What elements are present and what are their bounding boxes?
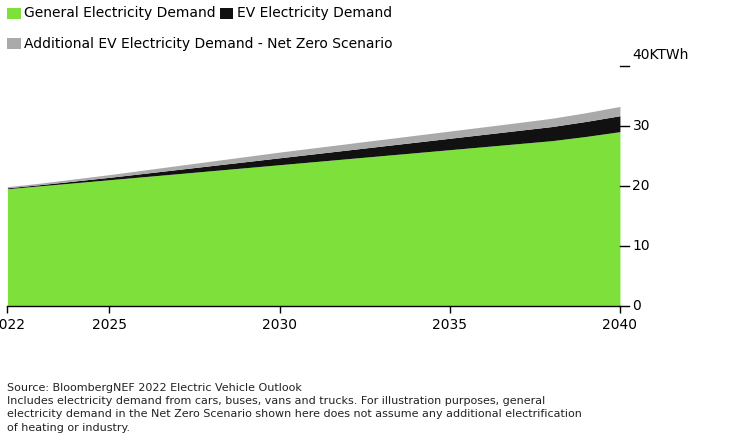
Text: 20: 20	[632, 179, 650, 193]
Text: Source: BloombergNEF 2022 Electric Vehicle Outlook
Includes electricity demand f: Source: BloombergNEF 2022 Electric Vehic…	[7, 383, 582, 433]
Text: 30: 30	[632, 118, 650, 133]
Text: General Electricity Demand: General Electricity Demand	[24, 6, 216, 20]
Text: 10: 10	[632, 239, 650, 253]
Text: Additional EV Electricity Demand - Net Zero Scenario: Additional EV Electricity Demand - Net Z…	[24, 37, 393, 51]
Text: 0: 0	[632, 299, 641, 313]
Text: 40KTWh: 40KTWh	[632, 48, 689, 62]
Text: EV Electricity Demand: EV Electricity Demand	[237, 6, 392, 20]
